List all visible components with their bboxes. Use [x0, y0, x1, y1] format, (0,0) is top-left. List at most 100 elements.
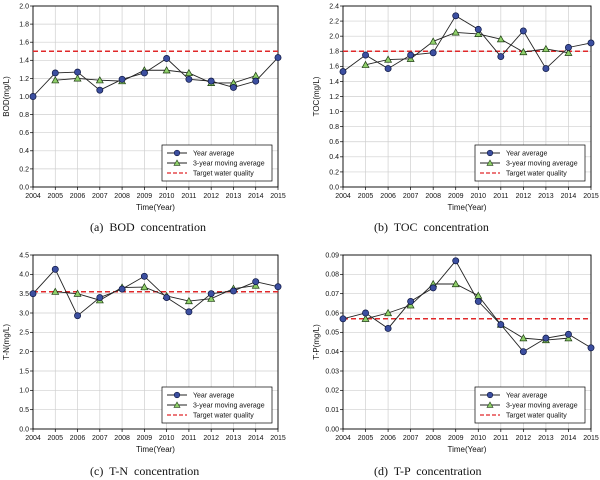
- x-axis-label: Time(Year): [448, 203, 487, 212]
- y-tick-label: 0.08: [325, 272, 339, 279]
- y-axis-label: TOC(mg/L): [312, 76, 321, 116]
- x-axis-label: Time(Year): [136, 203, 175, 212]
- year-average-point: [51, 265, 59, 273]
- moving-average-point: [140, 282, 149, 291]
- x-tick-label: 2005: [47, 435, 63, 442]
- y-tick-label: 0.07: [325, 291, 339, 298]
- legend-label-year-average: Year average: [506, 392, 547, 399]
- year-average-line: [32, 268, 279, 317]
- year-average-point: [452, 257, 460, 265]
- y-tick-label: 1.2: [329, 94, 339, 101]
- year-average-point: [29, 93, 37, 100]
- legend-swatch-year-average: [173, 391, 181, 399]
- y-tick-label: 0.2: [19, 166, 29, 173]
- y-tick-label: 0.01: [325, 407, 339, 414]
- legend: Year average 3-year moving average Target …: [474, 144, 586, 182]
- y-tick-label: 1.5: [19, 368, 29, 375]
- x-tick-label: 2004: [335, 193, 351, 200]
- y-tick-label: 1.0: [19, 388, 29, 395]
- x-tick-label: 2005: [358, 435, 374, 442]
- year-average-point: [140, 272, 148, 280]
- year-average-point: [429, 284, 437, 292]
- x-tick-label: 2008: [425, 435, 441, 442]
- y-tick-label: 0.8: [19, 112, 29, 119]
- year-average-point: [74, 312, 81, 320]
- y-tick-label: 0.4: [19, 148, 29, 155]
- x-tick-label: 2011: [493, 193, 508, 200]
- year-average-point: [519, 27, 527, 35]
- y-tick-label: 0.2: [329, 169, 339, 176]
- moving-average-point: [361, 60, 370, 68]
- year-average-point: [565, 330, 572, 338]
- x-tick-label: 2007: [403, 435, 419, 442]
- legend-swatch-moving-average: [486, 401, 494, 408]
- moving-average-point: [73, 289, 82, 297]
- legend-label-target: Target water quality: [193, 170, 254, 177]
- year-average-point: [118, 75, 126, 83]
- year-average-point: [497, 321, 505, 329]
- legend: Year average 3-year moving average Target …: [161, 386, 273, 424]
- year-average-line: [32, 57, 279, 97]
- chart-bod: 0.0 0.2 0.4 0.6 0.8 1.0 1.2 1.4 1.6 1.8 2.0 2004 200…: [2, 3, 286, 212]
- year-average-point: [407, 51, 415, 59]
- moving-average-point: [184, 68, 193, 77]
- legend-label-moving-average: 3-year moving average: [193, 160, 265, 167]
- moving-average-point: [361, 314, 370, 322]
- moving-average-line: [365, 31, 569, 66]
- x-axis-label: Time(Year): [136, 445, 175, 454]
- chart-tn: 0.0 0.5 1.0 1.5 2.0 2.5 3.0 3.5 4.0 4.5 2004 2005 20…: [2, 252, 286, 454]
- x-tick-label: 2013: [226, 193, 242, 200]
- year-average-point: [51, 69, 59, 77]
- x-tick-label: 2011: [181, 193, 196, 200]
- x-tick-label: 2013: [226, 435, 242, 442]
- moving-average-line: [55, 69, 256, 84]
- moving-average-point: [541, 44, 550, 53]
- x-tick-label: 2004: [25, 435, 41, 442]
- y-tick-label: 0.5: [19, 407, 29, 414]
- y-tick-label: 2.0: [19, 349, 29, 356]
- year-average-point: [252, 77, 260, 85]
- year-average-point: [587, 344, 595, 352]
- year-average-point: [429, 49, 437, 57]
- year-average-point: [274, 283, 282, 291]
- moving-average-point: [162, 66, 171, 74]
- moving-average-point: [406, 301, 415, 309]
- y-tick-label: 0.0: [19, 426, 29, 433]
- year-average-point: [207, 77, 215, 85]
- legend-swatch-year-average: [173, 149, 181, 157]
- year-average-point: [274, 54, 282, 62]
- moving-average-point: [451, 28, 460, 36]
- x-tick-label: 2009: [137, 193, 153, 200]
- plot-frame: [32, 254, 279, 430]
- year-average-point: [74, 68, 81, 76]
- year-average-point: [407, 297, 415, 305]
- x-tick-label: 2015: [583, 435, 599, 442]
- y-axis-label: T-N(mg/L): [2, 324, 11, 360]
- year-average-point: [452, 12, 460, 20]
- year-average-line: [342, 260, 592, 353]
- legend-label-target: Target water quality: [506, 412, 567, 419]
- y-tick-label: 4.0: [19, 272, 29, 279]
- x-tick-label: 2014: [561, 435, 577, 442]
- year-average-line: [342, 15, 592, 72]
- y-tick-label: 0.03: [325, 368, 339, 375]
- y-axis-label: BOD(mg/L): [2, 76, 11, 117]
- y-tick-label: 0.09: [325, 252, 339, 259]
- x-tick-label: 2012: [516, 193, 532, 200]
- x-tick-label: 2011: [181, 435, 196, 442]
- legend-swatch-moving-average: [173, 159, 181, 166]
- moving-average-point: [384, 55, 393, 63]
- x-tick-label: 2010: [470, 193, 486, 200]
- y-tick-label: 0.02: [325, 388, 339, 395]
- y-tick-label: 0.6: [329, 139, 339, 146]
- caption-tn: (c) T-N concentration: [90, 464, 200, 478]
- moving-average-point: [474, 291, 483, 299]
- year-average-point: [118, 285, 126, 293]
- y-tick-label: 0.4: [329, 154, 339, 161]
- legend-label-moving-average: 3-year moving average: [193, 402, 265, 409]
- legend: Year average 3-year moving average Target …: [474, 386, 586, 424]
- x-tick-label: 2006: [70, 435, 86, 442]
- moving-average-point: [95, 76, 104, 84]
- legend-label-year-average: Year average: [193, 150, 234, 157]
